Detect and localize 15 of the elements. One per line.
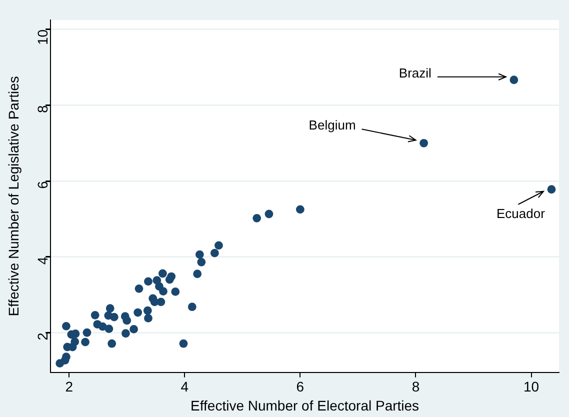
x-tick-label: 8 xyxy=(412,378,420,395)
y-tick-label: 10 xyxy=(34,29,50,46)
x-tick-label: 2 xyxy=(65,378,74,395)
y-tick-label: 4 xyxy=(34,256,50,265)
annotation: Brazil xyxy=(398,65,432,80)
x-axis-title: Effective Number of Electoral Parties xyxy=(190,397,420,414)
y-axis-title: Effective Number of Legislative Parties xyxy=(5,76,22,316)
y-tick-label: 8 xyxy=(34,105,50,114)
annotation: Ecuador xyxy=(496,206,546,221)
x-tick-label: 4 xyxy=(180,378,189,395)
y-tick-label: 6 xyxy=(34,180,50,189)
y-tick-label: 2 xyxy=(34,332,50,340)
x-tick-label: 6 xyxy=(296,378,304,395)
x-tick-label: 10 xyxy=(523,378,540,395)
annotation: Belgium xyxy=(308,118,356,133)
